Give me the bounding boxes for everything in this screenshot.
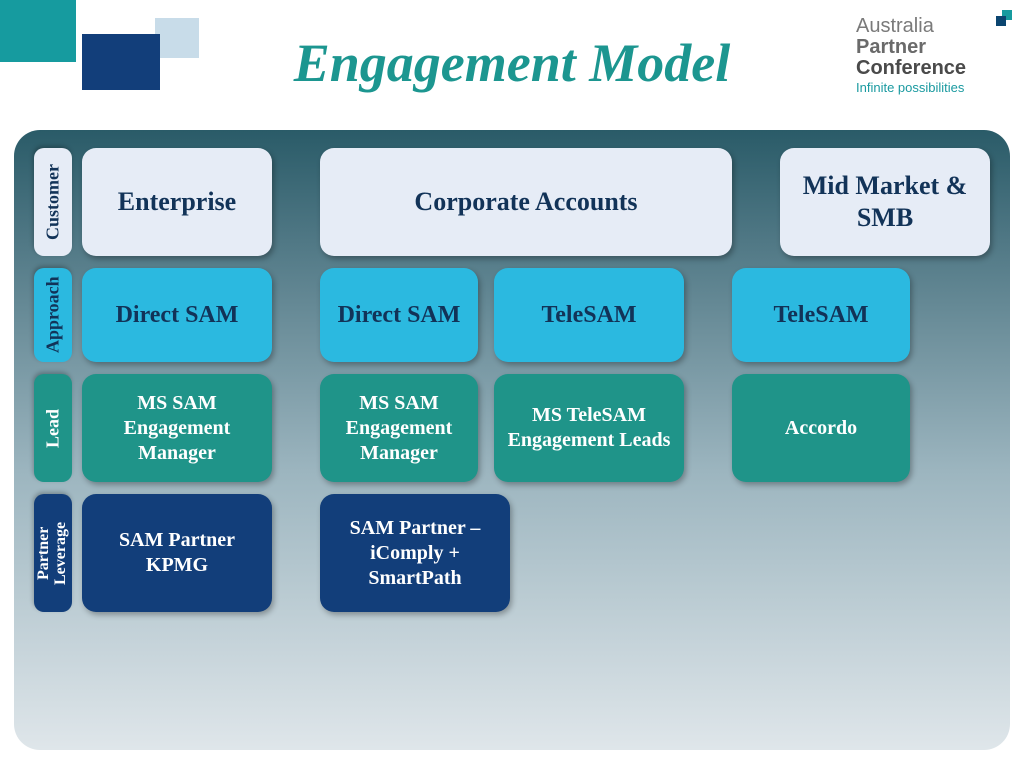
logo-mark-icon [996, 10, 1008, 22]
cell-accordo: Accordo [732, 374, 910, 482]
slide-title: Engagement Model [294, 32, 731, 94]
cell-telesam-2: TeleSAM [732, 268, 910, 362]
lead-cells: MS SAM Engagement Manager MS SAM Engagem… [82, 374, 990, 482]
customer-cells: Enterprise Corporate Accounts Mid Market… [82, 148, 990, 256]
cell-corporate-accounts: Corporate Accounts [320, 148, 732, 256]
row-customer: Customer Enterprise Corporate Accounts M… [34, 148, 990, 256]
row-label-customer: Customer [34, 148, 72, 256]
partner-cells: SAM Partner KPMG SAM Partner – iComply +… [82, 494, 990, 612]
cell-direct-sam-1: Direct SAM [82, 268, 272, 362]
slide-header: Engagement Model Australia Partner Confe… [0, 0, 1024, 125]
row-lead: Lead MS SAM Engagement Manager MS SAM En… [34, 374, 990, 482]
cell-telesam-1: TeleSAM [494, 268, 684, 362]
row-label-approach: Approach [34, 268, 72, 362]
cell-mid-market-smb: Mid Market & SMB [780, 148, 990, 256]
approach-cells: Direct SAM Direct SAM TeleSAM TeleSAM [82, 268, 990, 362]
logo-line3: Conference [856, 58, 1006, 79]
row-label-lead: Lead [34, 374, 72, 482]
cell-direct-sam-2: Direct SAM [320, 268, 478, 362]
row-approach: Approach Direct SAM Direct SAM TeleSAM T… [34, 268, 990, 362]
logo-tagline: Infinite possibilities [856, 81, 1006, 95]
cell-ms-sam-mgr-2: MS SAM Engagement Manager [320, 374, 478, 482]
row-partner-leverage: Partner Leverage SAM Partner KPMG SAM Pa… [34, 494, 990, 612]
logo-line1: Australia [856, 16, 1006, 37]
logo-line2: Partner [856, 37, 1006, 58]
engagement-model-panel: Customer Enterprise Corporate Accounts M… [14, 130, 1010, 750]
cell-sam-partner-kpmg: SAM Partner KPMG [82, 494, 272, 612]
conference-logo: Australia Partner Conference Infinite po… [856, 16, 1006, 95]
cell-ms-sam-mgr-1: MS SAM Engagement Manager [82, 374, 272, 482]
cell-enterprise: Enterprise [82, 148, 272, 256]
cell-sam-partner-icomply: SAM Partner – iComply + SmartPath [320, 494, 510, 612]
row-label-partner: Partner Leverage [34, 494, 72, 612]
cell-ms-telesam-leads: MS TeleSAM Engagement Leads [494, 374, 684, 482]
